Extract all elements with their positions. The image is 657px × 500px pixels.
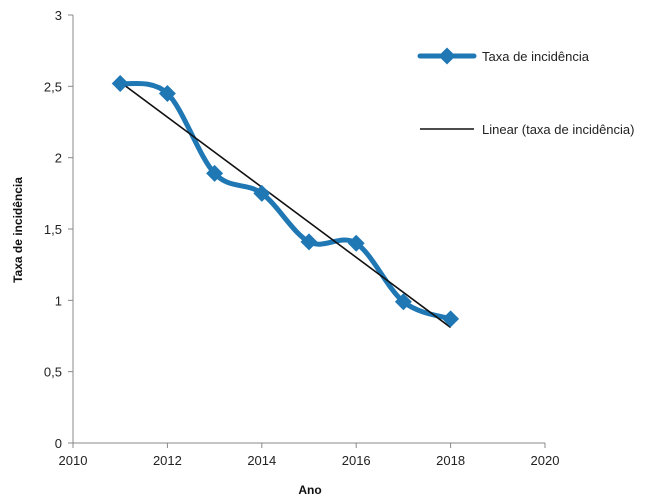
data-point-marker: [442, 310, 460, 328]
series-rate-line: [117, 80, 454, 322]
y-tick-label: 0,5: [44, 365, 62, 380]
legend-rate-diamond-marker: [438, 47, 456, 65]
legend-item-rate: Taxa de incidência: [417, 47, 590, 65]
data-point-marker: [253, 184, 271, 202]
y-tick-label: 1,5: [44, 222, 62, 237]
legend-label-linear: Linear (taxa de incidência): [482, 122, 634, 137]
x-tick-label: 2018: [436, 453, 465, 468]
plot-area: [111, 74, 460, 329]
data-point-marker: [347, 234, 365, 252]
series-linear-trendline: [119, 81, 452, 329]
y-axis-ticks: 0 0,5 1 1,5 2 2,5 3: [44, 8, 73, 451]
data-point-marker: [111, 74, 129, 92]
x-tick-label: 2020: [531, 453, 560, 468]
y-tick-label: 0: [55, 436, 62, 451]
y-tick-label: 3: [55, 8, 62, 23]
data-point-marker: [394, 293, 412, 311]
x-tick-label: 2014: [247, 453, 276, 468]
y-axis-title: Taxa de incidência: [11, 177, 25, 283]
data-point-marker: [206, 164, 224, 182]
data-point-marker: [300, 233, 318, 251]
legend-label-rate: Taxa de incidência: [482, 49, 590, 64]
legend-item-linear: Linear (taxa de incidência): [420, 122, 634, 137]
legend: Taxa de incidência Linear (taxa de incid…: [417, 47, 634, 137]
y-tick-label: 2,5: [44, 79, 62, 94]
y-tick-label: 2: [55, 151, 62, 166]
x-axis-ticks: 2010 2012 2014 2016 2018 2020: [59, 443, 560, 468]
x-tick-label: 2010: [59, 453, 88, 468]
axes: [72, 15, 545, 444]
x-tick-label: 2012: [153, 453, 182, 468]
x-axis-title: Ano: [298, 483, 321, 497]
data-point-marker: [158, 84, 176, 102]
x-tick-label: 2016: [342, 453, 371, 468]
y-tick-label: 1: [55, 293, 62, 308]
